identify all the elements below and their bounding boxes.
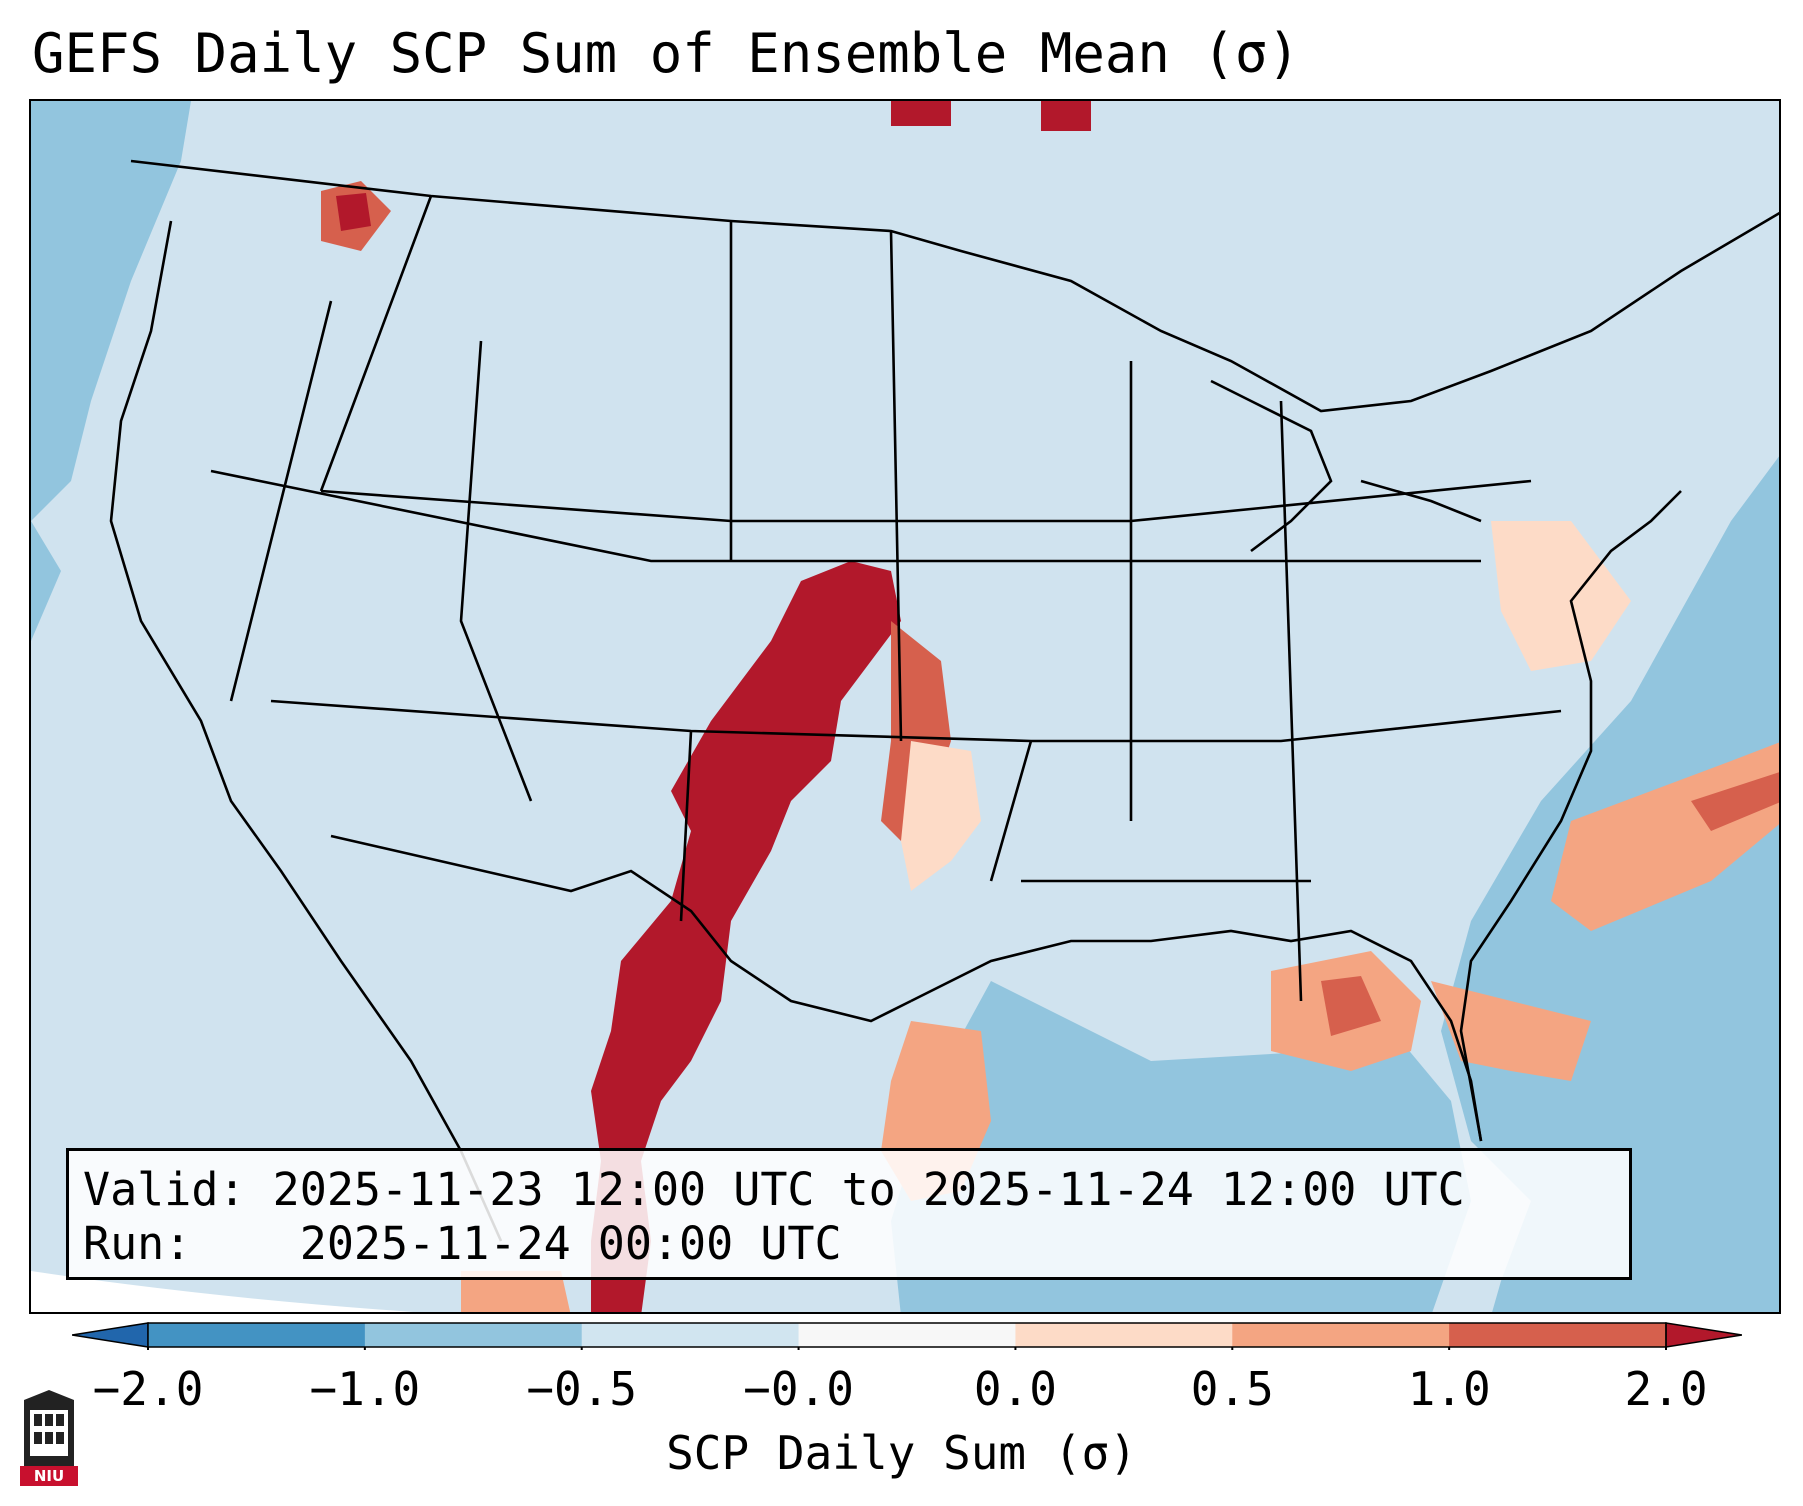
great-lakes <box>1210 379 1482 553</box>
run-label: Run: <box>83 1217 192 1270</box>
niu-logo-text: NIU <box>20 1466 78 1486</box>
colorbar-segment <box>148 1323 366 1347</box>
map-canvas <box>31 101 1779 1312</box>
florida-panhandle-core <box>1321 976 1381 1036</box>
atlantic-offshore-core <box>1691 772 1779 831</box>
colorbar-extend-low <box>72 1322 149 1348</box>
colorbar-segment <box>1015 1323 1233 1347</box>
map-panel <box>29 99 1781 1314</box>
state-line-5 <box>729 221 1303 1002</box>
state-line-6 <box>229 300 533 802</box>
colorbar-outline <box>147 1322 1667 1348</box>
colorbar <box>72 1322 1742 1350</box>
colorbar-segment <box>798 1323 1016 1347</box>
colorbar-label: SCP Daily Sum (σ) <box>666 1426 1137 1480</box>
colorbar-extend-high <box>1665 1322 1742 1348</box>
niu-logo-icon <box>24 1390 74 1466</box>
pacific-negative-region <box>31 101 191 521</box>
colorbar-tick-label: 0.5 <box>1190 1362 1274 1416</box>
run-value: 2025-11-24 00:00 UTC <box>299 1217 842 1270</box>
pacific-negative-strip <box>31 521 61 641</box>
gulf-coast <box>910 929 1483 1142</box>
florida-east-scp <box>1431 981 1591 1081</box>
southern-plains-high-scp <box>591 561 901 1312</box>
state-line-4 <box>679 730 1311 922</box>
map-title: GEFS Daily SCP Sum of Ensemble Mean (σ) <box>32 22 1300 85</box>
mexico-border <box>330 834 912 1023</box>
outside-projection-area <box>31 1271 414 1312</box>
us-canada-border <box>130 159 1779 413</box>
canada-north-scp-2 <box>1041 101 1091 131</box>
boundary-lines <box>109 159 1779 1242</box>
atlantic-offshore-scp <box>1551 742 1779 931</box>
colorbar-tick-label: 1.0 <box>1407 1362 1491 1416</box>
colorbar-segment <box>581 1323 800 1347</box>
valid-row: Valid: 2025-11-23 12:00 UTC to 2025-11-2… <box>83 1163 1615 1217</box>
colorbar-tick-label: −1.0 <box>309 1362 421 1416</box>
colorbar-segment <box>1232 1323 1450 1347</box>
mexico-south-scp <box>461 1271 571 1312</box>
valid-label: Valid: <box>83 1163 246 1216</box>
colorbar-tick-label: −2.0 <box>92 1362 204 1416</box>
colorbar-tick-label: 0.0 <box>973 1362 1057 1416</box>
oklahoma-light-scp <box>901 741 981 891</box>
valid-run-info-box: Valid: 2025-11-23 12:00 UTC to 2025-11-2… <box>66 1148 1632 1280</box>
valid-value: 2025-11-23 12:00 UTC to 2025-11-24 12:00… <box>272 1163 1465 1216</box>
washington-core <box>336 193 371 231</box>
west-coast <box>109 220 503 1242</box>
canada-north-scp <box>891 101 951 126</box>
colorbar-segment <box>364 1323 583 1347</box>
run-row: Run: 2025-11-24 00:00 UTC <box>83 1217 1615 1271</box>
state-line-1 <box>319 195 1532 523</box>
colorbar-tick-label: −0.5 <box>526 1362 638 1416</box>
colorbar-segment <box>1449 1323 1667 1347</box>
northeast-light-scp <box>1491 521 1631 671</box>
colorbar-tick-label: 2.0 <box>1624 1362 1708 1416</box>
east-coast <box>1459 490 1682 1142</box>
colorbar-tick-label: −0.0 <box>743 1362 854 1416</box>
state-line-2 <box>210 469 1481 563</box>
